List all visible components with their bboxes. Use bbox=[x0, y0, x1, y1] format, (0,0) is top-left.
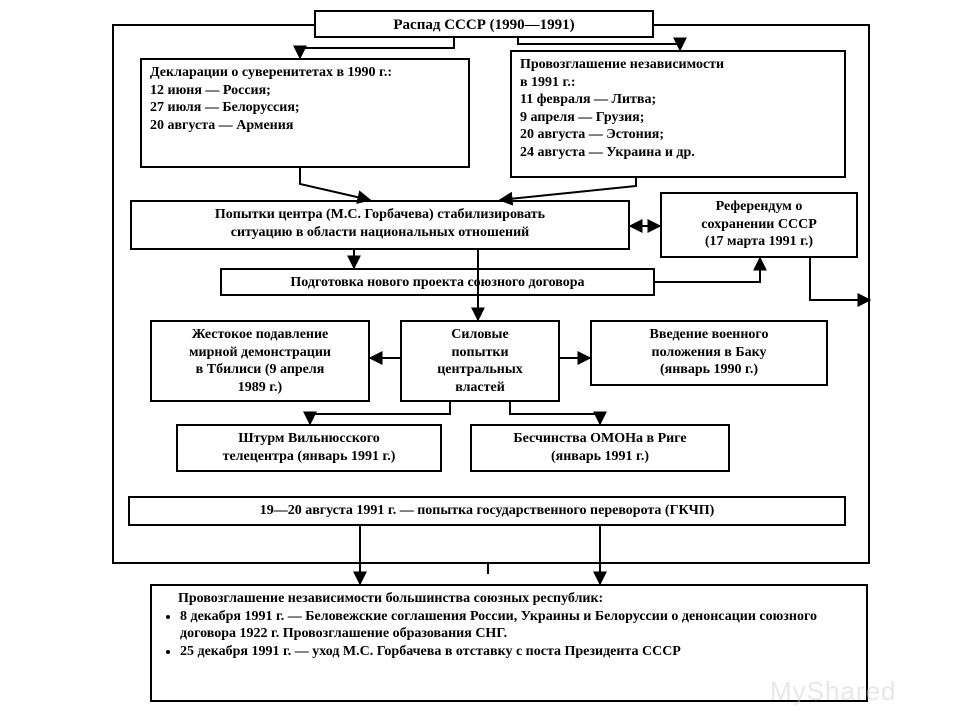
final-list: 8 декабря 1991 г. — Беловежские соглашен… bbox=[160, 608, 858, 661]
box-gkchp: 19—20 августа 1991 г. — попытка государс… bbox=[128, 496, 846, 526]
baku-text: Введение военного положения в Баку (янва… bbox=[600, 326, 818, 379]
diagram-canvas: Распад СССР (1990—1991) Декларации о сув… bbox=[0, 0, 960, 720]
box-riga: Бесчинства ОМОНа в Риге (январь 1991 г.) bbox=[470, 424, 730, 472]
prep-text: Подготовка нового проекта союзного догов… bbox=[290, 275, 584, 290]
box-prep: Подготовка нового проекта союзного догов… bbox=[220, 268, 655, 296]
box-referendum: Референдум о сохранении СССР (17 марта 1… bbox=[660, 192, 858, 258]
watermark-text: MyShared bbox=[770, 676, 897, 706]
attempts-text: Попытки центра (М.С. Горбачева) стабилиз… bbox=[140, 206, 620, 241]
final-item-1: 25 декабря 1991 г. — уход М.С. Горбачева… bbox=[180, 643, 858, 661]
independence-text: Провозглашение независимости в 1991 г.: … bbox=[520, 56, 836, 161]
declarations-text: Декларации о суверенитетах в 1990 г.: 12… bbox=[150, 64, 460, 134]
referendum-text: Референдум о сохранении СССР (17 марта 1… bbox=[670, 198, 848, 251]
box-baku: Введение военного положения в Баку (янва… bbox=[590, 320, 828, 386]
title-box: Распад СССР (1990—1991) bbox=[314, 10, 654, 38]
watermark: MyShared bbox=[770, 676, 897, 707]
box-attempts: Попытки центра (М.С. Горбачева) стабилиз… bbox=[130, 200, 630, 250]
box-vilnius: Штурм Вильнюсского телецентра (январь 19… bbox=[176, 424, 442, 472]
gkchp-text: 19—20 августа 1991 г. — попытка государс… bbox=[260, 503, 715, 518]
final-intro: Провозглашение независимости большинства… bbox=[160, 590, 858, 608]
tbilisi-text: Жестокое подавление мирной демонстрации … bbox=[160, 326, 360, 396]
box-declarations: Декларации о суверенитетах в 1990 г.: 12… bbox=[140, 58, 470, 168]
final-item-0: 8 декабря 1991 г. — Беловежские соглашен… bbox=[180, 608, 858, 643]
force-text: Силовые попытки центральных властей bbox=[410, 326, 550, 396]
box-final: Провозглашение независимости большинства… bbox=[150, 584, 868, 702]
box-tbilisi: Жестокое подавление мирной демонстрации … bbox=[150, 320, 370, 402]
vilnius-text: Штурм Вильнюсского телецентра (январь 19… bbox=[186, 430, 432, 465]
box-independence: Провозглашение независимости в 1991 г.: … bbox=[510, 50, 846, 178]
title-text: Распад СССР (1990—1991) bbox=[393, 17, 574, 33]
riga-text: Бесчинства ОМОНа в Риге (январь 1991 г.) bbox=[480, 430, 720, 465]
box-force: Силовые попытки центральных властей bbox=[400, 320, 560, 402]
